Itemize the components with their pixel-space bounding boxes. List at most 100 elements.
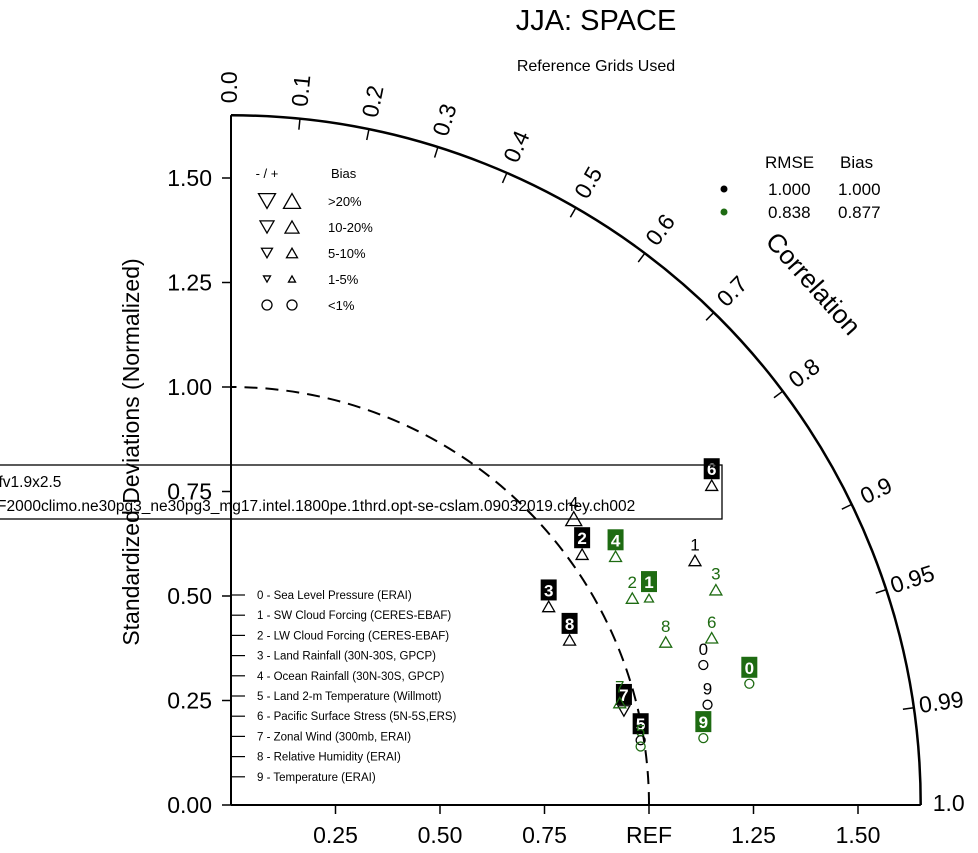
data-point-marker <box>698 732 709 744</box>
data-point: 3 <box>540 579 557 613</box>
bias-legend-label: <1% <box>328 298 355 313</box>
data-point-marker <box>708 583 724 596</box>
y-tick-label: 0.00 <box>167 792 212 818</box>
bias-minus-symbol <box>257 192 277 210</box>
data-point: 1 <box>641 571 657 603</box>
corr-tick <box>773 390 784 399</box>
data-point-label: 6 <box>707 460 716 479</box>
bias-plus-symbol <box>287 274 297 283</box>
corr-tick-label: 0.9 <box>856 472 896 509</box>
chart-subtitle: Reference Grids Used <box>517 58 675 75</box>
corr-tick-label: 0.1 <box>286 74 315 108</box>
variable-legend-item: 3 - Land Rainfall (30N-30S, GPCP) <box>257 651 436 663</box>
bias-legend-label: 1-5% <box>328 272 359 287</box>
correlation-axis-label: Correlation <box>760 226 867 341</box>
data-point-marker <box>643 592 655 603</box>
correlation-arc <box>230 114 922 806</box>
x-tick-label: 0.50 <box>418 822 463 848</box>
corr-tick <box>705 311 715 321</box>
x-tick-label: 1.50 <box>836 822 881 848</box>
data-point-label: 0 <box>745 659 754 678</box>
data-point: 5 <box>635 721 646 752</box>
variable-legend-item: 0 - Sea Level Pressure (ERAI) <box>257 590 412 602</box>
chart-title: JJA: SPACE <box>516 5 677 37</box>
data-point-label: 1 <box>690 535 699 554</box>
data-point-label: 3 <box>711 565 720 584</box>
stats-bias-header: Bias <box>840 153 873 172</box>
bias-legend-sign-header: - / + <box>256 166 279 181</box>
data-point-label-box <box>703 458 720 480</box>
data-point-marker <box>687 553 703 567</box>
bias-plus-symbol <box>282 192 302 210</box>
data-point: 5 <box>632 713 649 746</box>
stats-series-dot <box>720 208 728 216</box>
reference-arc <box>230 386 650 806</box>
corr-tick <box>875 588 887 594</box>
variable-legend-item: 1 - SW Cloud Forcing (CERES-EBAF) <box>257 610 451 622</box>
data-point-label: 1 <box>644 573 653 592</box>
bias-minus-symbol <box>262 275 272 284</box>
data-point-label: 8 <box>565 615 574 634</box>
bias-legend-label: 5-10% <box>328 246 366 261</box>
data-point: 8 <box>658 617 673 648</box>
bias-legend-label: 10-20% <box>328 220 373 235</box>
data-point-label: 5 <box>636 721 645 740</box>
y-tick-label: 1.00 <box>167 374 212 400</box>
variable-legend-item: 4 - Ocean Rainfall (30N-30S, GPCP) <box>257 671 444 683</box>
data-point-label: 8 <box>661 617 670 636</box>
data-point-marker <box>612 696 627 709</box>
bias-plus-symbol <box>285 246 299 259</box>
bias-plus-symbol <box>283 219 301 234</box>
corr-tick <box>501 172 508 184</box>
variable-legend-item: 9 - Temperature (ERAI) <box>257 772 376 784</box>
case-name-legend: 3_5_fv1.9x2.5 F2000climo.ne30pg3_ne30pg3_… <box>0 464 723 520</box>
case-legend-series-2: F2000climo.ne30pg3_ne30pg3_mg17.intel.18… <box>0 498 635 515</box>
x-tick-label: 0.75 <box>522 822 567 848</box>
corr-tick-label: 0.3 <box>427 101 461 139</box>
data-point-label-box <box>695 711 712 733</box>
bias-minus-symbol <box>261 299 273 311</box>
variable-legend: 0 - Sea Level Pressure (ERAI) 1 - SW Clou… <box>231 590 457 784</box>
bias-legend-label: >20% <box>328 194 362 209</box>
data-point-marker <box>541 599 556 613</box>
stats-bias-value: 1.000 <box>838 180 881 199</box>
bias-legend-bias-header: Bias <box>331 166 357 181</box>
corr-tick <box>366 129 370 141</box>
corr-tick-label: 0.5 <box>569 162 608 203</box>
variable-legend-item: 5 - Land 2-m Temperature (Willmott) <box>257 691 442 703</box>
data-point: 9 <box>702 680 713 710</box>
data-point: 2 <box>574 527 591 561</box>
data-point: 0 <box>698 640 709 671</box>
data-point-label: 0 <box>699 640 708 659</box>
data-point: 4 <box>607 529 624 563</box>
corr-tick-label: 0.8 <box>783 353 824 393</box>
y-tick-label: 0.25 <box>167 688 212 714</box>
data-point: 6 <box>703 458 720 492</box>
corr-tick <box>298 118 301 130</box>
data-point-marker <box>704 478 719 492</box>
stats-series-dot <box>720 185 728 193</box>
case-legend-box <box>0 464 723 520</box>
data-point-marker <box>658 635 673 648</box>
data-point-label: 3 <box>544 581 553 600</box>
data-point: 0 <box>741 656 758 689</box>
data-point-label: 2 <box>577 529 586 548</box>
stats-rmse-value: 0.838 <box>768 203 811 222</box>
x-tick-label: 1.25 <box>731 822 776 848</box>
y-tick-label: 1.50 <box>167 165 212 191</box>
data-point-label-box <box>632 713 649 735</box>
corr-tick <box>637 252 646 263</box>
bias-minus-symbol <box>258 220 276 235</box>
corr-tick-label: 1.0 <box>933 790 965 816</box>
y-tick-label: 0.50 <box>167 583 212 609</box>
corr-tick <box>433 146 439 158</box>
data-point-label: 4 <box>569 494 578 513</box>
corr-tick-label: 0.0 <box>216 71 242 103</box>
corr-tick-label: 0.95 <box>887 560 938 599</box>
data-point: 2 <box>625 573 640 604</box>
data-point-label-box <box>615 683 632 705</box>
data-point-label: 7 <box>615 678 624 697</box>
corr-tick <box>902 706 914 711</box>
data-point: 8 <box>561 612 578 646</box>
corr-tick-label: 0.99 <box>917 686 965 718</box>
